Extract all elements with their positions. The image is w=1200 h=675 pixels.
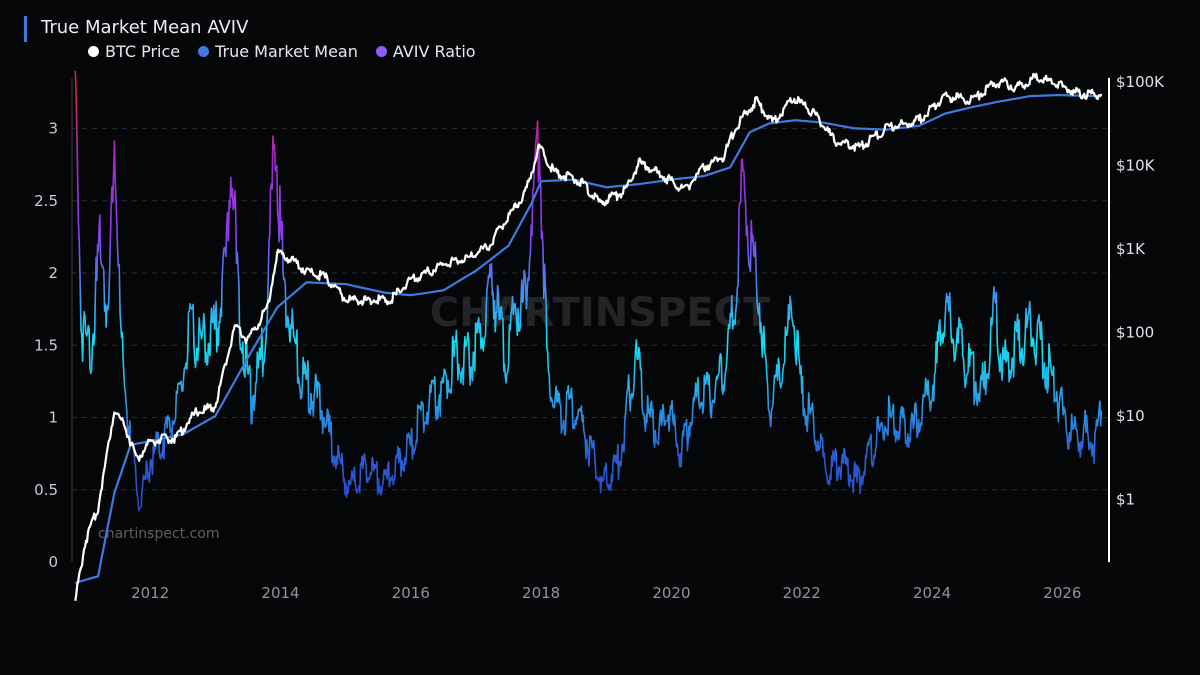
y-left-tick-label: 3 [48, 120, 58, 138]
x-tick-label: 2026 [1043, 584, 1081, 602]
legend-swatch [88, 46, 99, 57]
x-tick-label: 2022 [783, 584, 821, 602]
x-tick-label: 2012 [131, 584, 169, 602]
series-line-btc-price [74, 72, 1103, 601]
y-left-tick-label: 2.5 [34, 192, 58, 210]
y-right-tick-label: $1 [1116, 490, 1135, 508]
legend-swatch [375, 46, 387, 57]
credit-text: chartinspect.com [98, 526, 220, 542]
legend-label: BTC Price [105, 42, 181, 61]
x-tick-label: 2020 [652, 584, 690, 602]
legend-item-btc-price[interactable]: BTC Price [88, 42, 180, 61]
legend: BTC Price True Market Mean AVIV Ratio [88, 42, 476, 61]
legend-swatch [198, 46, 210, 57]
legend-label: AVIV Ratio [392, 42, 476, 61]
chart-title: True Market Mean AVIV [41, 17, 249, 38]
y-left-tick-label: 0.5 [34, 481, 58, 499]
x-tick-label: 2024 [913, 584, 951, 602]
x-tick-label: 2016 [392, 584, 430, 602]
legend-item-aviv-ratio[interactable]: AVIV Ratio [375, 42, 476, 61]
y-right-tick-label: $100 [1116, 324, 1154, 342]
legend-item-true-market-mean[interactable]: True Market Mean [198, 42, 358, 61]
y-right-tick-label: $100K [1116, 73, 1165, 91]
y-left-tick-label: 0 [48, 553, 58, 571]
title-bar: True Market Mean AVIV [24, 16, 248, 42]
series-line-aviv-ratio [74, 70, 1103, 512]
x-tick-label: 2018 [522, 584, 560, 602]
y-right-tick-label: $1K [1116, 240, 1146, 258]
x-tick-label: 2014 [261, 584, 299, 602]
series-line-true-market-mean [74, 94, 1102, 584]
y-right-tick-label: $10K [1116, 157, 1156, 175]
legend-label: True Market Mean [215, 42, 358, 61]
y-left-tick-label: 1.5 [34, 336, 58, 354]
y-left-tick-label: 1 [48, 409, 58, 427]
y-right-tick-label: $10 [1116, 407, 1145, 425]
y-left-tick-label: 2 [48, 264, 58, 282]
